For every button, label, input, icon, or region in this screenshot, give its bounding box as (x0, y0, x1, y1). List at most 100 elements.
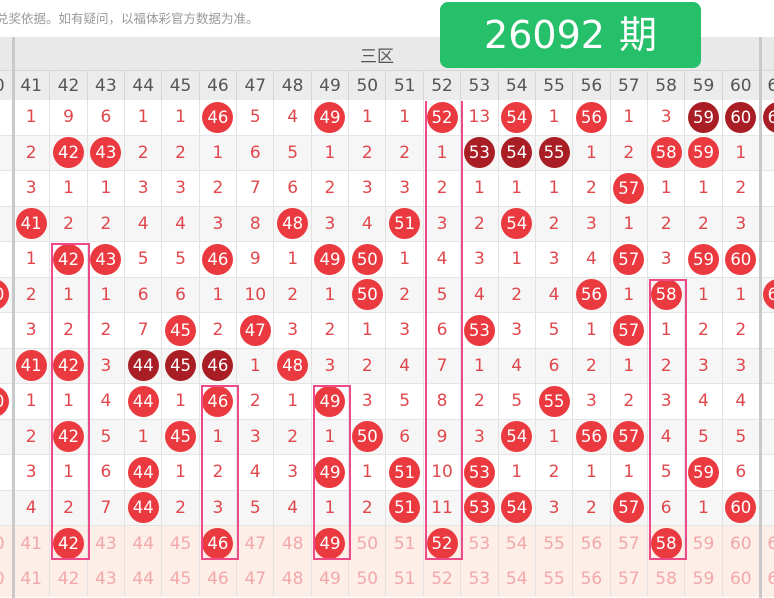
cell[interactable]: 1 (50, 277, 88, 312)
cell[interactable]: 4 (274, 490, 312, 525)
cell[interactable]: 60 (723, 490, 760, 525)
cell[interactable]: 6 (237, 135, 275, 170)
cell[interactable]: 46 (200, 242, 238, 277)
cell[interactable]: 53 (461, 490, 499, 525)
cell[interactable]: 42 (50, 419, 88, 454)
cell[interactable]: 5 (685, 419, 723, 454)
cell[interactable]: 47 (237, 313, 275, 348)
cell[interactable]: 3 (312, 206, 350, 241)
cell[interactable]: 5 (88, 419, 126, 454)
cell[interactable]: 2 (13, 135, 51, 170)
cell[interactable]: 54 (499, 206, 536, 241)
cell[interactable]: 2 (461, 384, 499, 419)
cell[interactable]: 13 (461, 100, 499, 135)
cell[interactable]: 1 (349, 313, 387, 348)
cell[interactable]: 1 (312, 135, 350, 170)
cell[interactable]: 2 (461, 206, 499, 241)
cell[interactable]: 48 (274, 206, 312, 241)
cell[interactable]: 49 (312, 242, 350, 277)
cell[interactable]: 3 (648, 242, 686, 277)
cell[interactable]: 1 (88, 277, 126, 312)
cell[interactable]: 55 (536, 384, 574, 419)
cell[interactable]: 5 (237, 490, 275, 525)
cell[interactable]: 3 (723, 206, 760, 241)
cell[interactable]: 42 (50, 526, 88, 562)
cell[interactable]: 11 (424, 490, 462, 525)
cell[interactable]: 44 (125, 455, 163, 490)
cell[interactable]: 8 (237, 206, 275, 241)
cell[interactable]: 42 (50, 242, 88, 277)
cell[interactable]: 41 (13, 348, 51, 383)
cell[interactable]: 1 (200, 419, 238, 454)
cell[interactable]: 44 (125, 384, 163, 419)
cell[interactable]: 2 (13, 419, 51, 454)
cell[interactable]: 2 (349, 348, 387, 383)
cell[interactable]: 1 (125, 419, 163, 454)
cell[interactable]: 3 (461, 242, 499, 277)
cell[interactable]: 47 (237, 526, 275, 562)
cell[interactable]: 59 (685, 135, 723, 170)
cell[interactable]: 2 (723, 171, 760, 206)
cell[interactable]: 3 (237, 419, 275, 454)
cell[interactable]: 1 (573, 313, 611, 348)
cell[interactable]: 2 (13, 277, 51, 312)
cell[interactable]: 1 (349, 455, 387, 490)
cell[interactable]: 45 (162, 419, 200, 454)
cell[interactable]: 45 (162, 561, 200, 597)
cell[interactable]: 44 (125, 526, 163, 562)
cell[interactable]: 3 (573, 384, 611, 419)
cell[interactable]: 1 (611, 455, 648, 490)
cell[interactable]: 3 (536, 490, 574, 525)
cell[interactable]: 2 (611, 384, 648, 419)
cell[interactable]: 57 (611, 313, 648, 348)
cell[interactable]: 54 (499, 490, 536, 525)
cell[interactable]: 2 (349, 490, 387, 525)
cell[interactable]: 2 (274, 277, 312, 312)
cell[interactable]: 6 (88, 455, 126, 490)
cell[interactable] (760, 207, 774, 242)
cell[interactable]: 43 (88, 561, 126, 597)
cell[interactable]: 1 (536, 100, 574, 135)
cell[interactable]: 60 (723, 526, 760, 562)
cell[interactable]: 2 (536, 455, 574, 490)
cell[interactable]: 2 (200, 313, 238, 348)
cell[interactable]: 1 (536, 419, 574, 454)
cell[interactable]: 3 (387, 171, 424, 206)
cell[interactable]: 1 (274, 384, 312, 419)
cell[interactable]: 2 (50, 490, 88, 525)
cell[interactable]: 2 (50, 313, 88, 348)
cell[interactable]: 3 (648, 384, 686, 419)
cell[interactable]: 6 (274, 171, 312, 206)
cell[interactable]: 1 (573, 455, 611, 490)
cell[interactable]: 2 (573, 490, 611, 525)
cell[interactable]: 3 (573, 206, 611, 241)
cell[interactable]: 4 (424, 242, 462, 277)
cell[interactable]: 1 (312, 490, 350, 525)
cell[interactable]: 1 (387, 242, 424, 277)
cell[interactable]: 1 (13, 100, 51, 135)
cell[interactable]: 4 (274, 100, 312, 135)
cell[interactable]: 5 (387, 384, 424, 419)
cell[interactable] (760, 136, 774, 171)
cell[interactable]: 54 (499, 100, 536, 135)
cell[interactable]: 51 (387, 561, 424, 597)
cell[interactable]: 59 (685, 561, 723, 597)
cell[interactable]: 4 (723, 384, 760, 419)
cell[interactable] (760, 384, 774, 419)
cell[interactable]: 1 (461, 171, 499, 206)
cell[interactable]: 56 (573, 561, 611, 597)
cell[interactable]: 45 (162, 313, 200, 348)
cell[interactable]: 53 (461, 313, 499, 348)
cell[interactable]: 57 (611, 490, 648, 525)
cell[interactable]: 1 (499, 171, 536, 206)
cell[interactable]: 7 (424, 348, 462, 383)
cell[interactable]: 44 (125, 348, 163, 383)
cell[interactable]: 58 (648, 135, 686, 170)
cell[interactable]: 52 (424, 526, 462, 562)
cell[interactable]: 5 (499, 384, 536, 419)
cell[interactable]: 1 (536, 171, 574, 206)
cell[interactable]: 54 (499, 561, 536, 597)
cell[interactable]: 1 (723, 135, 760, 170)
cell[interactable]: 1 (312, 277, 350, 312)
